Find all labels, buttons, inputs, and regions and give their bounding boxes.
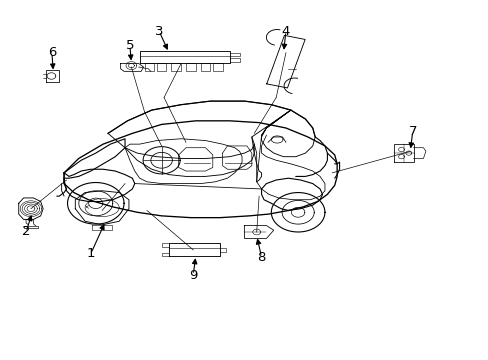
Text: 4: 4 xyxy=(281,25,289,38)
Text: 9: 9 xyxy=(189,269,197,282)
Text: 7: 7 xyxy=(407,125,416,138)
Text: 2: 2 xyxy=(22,225,30,238)
Text: 8: 8 xyxy=(257,251,265,264)
Text: 1: 1 xyxy=(86,247,95,260)
Text: 5: 5 xyxy=(125,39,134,52)
Text: 6: 6 xyxy=(48,46,56,59)
Text: 3: 3 xyxy=(155,25,163,38)
